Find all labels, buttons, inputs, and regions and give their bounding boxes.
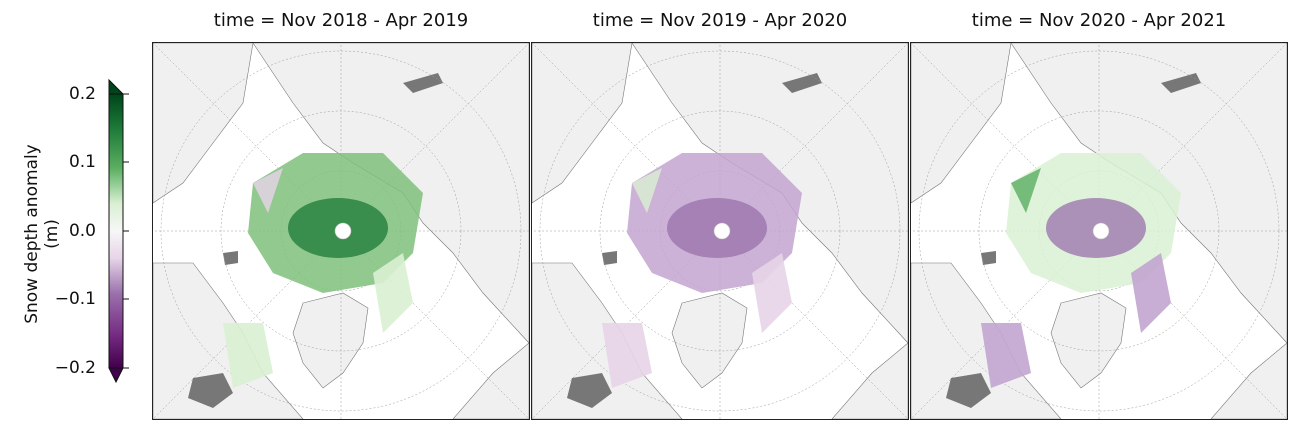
colorbar-tick: −0.2 [54,358,96,378]
land-eurasia [252,43,529,344]
island [223,251,238,265]
pole-hole [1092,222,1110,240]
map-panel [910,42,1288,420]
greenland-ice [567,373,612,408]
land-greenland [292,292,369,389]
colorbar-tick: 0.1 [68,152,96,172]
anomaly-patch [981,323,1031,388]
colorbar-tick: −0.1 [54,289,96,309]
island [602,251,617,265]
map-panel [152,42,530,420]
pole-hole [334,222,352,240]
panel-title: time = Nov 2019 - Apr 2020 [592,10,848,31]
panel-title: time = Nov 2018 - Apr 2019 [213,10,469,31]
pole-hole [713,222,731,240]
anomaly-patch [1131,253,1171,333]
island [981,251,996,265]
anomaly-patch [373,253,413,333]
land-alaska [532,43,633,204]
land-greenland [671,292,748,389]
anomaly-patch [752,253,792,333]
panel-title: time = Nov 2020 - Apr 2021 [971,10,1227,31]
colorbar-tick: 0.0 [68,221,96,241]
greenland-ice [946,373,991,408]
anomaly-patch [223,323,273,388]
land-eurasia [1010,43,1287,344]
anomaly-patch [253,168,283,213]
anomaly-patch [602,323,652,388]
land-alaska [911,43,1012,204]
island [782,73,822,93]
land-alaska [153,43,254,204]
anomaly-patch [1011,168,1041,213]
map-panel [531,42,909,420]
colorbar-tick: 0.2 [68,84,96,104]
anomaly-patch [632,168,662,213]
greenland-ice [188,373,233,408]
island [1161,73,1201,93]
land-eurasia [631,43,908,344]
land-greenland [1050,292,1127,389]
island [403,73,443,93]
colorbar-gradient [108,78,129,384]
